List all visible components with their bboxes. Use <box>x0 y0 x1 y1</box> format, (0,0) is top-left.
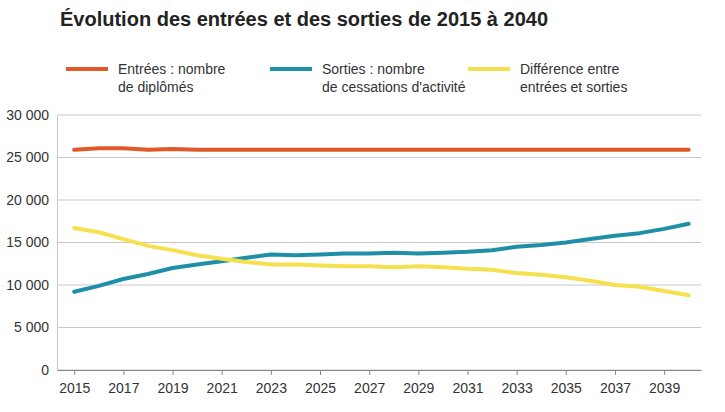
legend-swatch <box>270 67 312 71</box>
y-tick-label: 15 000 <box>6 234 49 250</box>
x-tick-label: 2023 <box>256 380 287 396</box>
y-tick-label: 5 000 <box>14 319 49 335</box>
legend-label-line: Sorties : nombre <box>322 61 425 77</box>
grid-line <box>57 327 701 328</box>
y-axis-line <box>57 116 58 371</box>
y-axis: 0 5 000 10 000 15 000 20 000 25 000 30 000 <box>6 107 57 378</box>
x-tick-mark <box>467 370 468 375</box>
x-tick-label: 2037 <box>600 380 631 396</box>
legend-item: Différence entre entrées et sorties <box>468 61 627 95</box>
x-tick-mark <box>615 370 616 375</box>
x-tick: 2023 <box>256 370 287 396</box>
plot: 0 5 000 10 000 15 000 20 000 25 000 30 000 2015… <box>6 107 701 396</box>
legend-label: Sorties : nombre de cessations d'activité <box>322 61 466 95</box>
title: Évolution des entrées et des sorties de … <box>60 8 548 30</box>
x-tick-mark <box>222 370 223 375</box>
x-tick-label: 2027 <box>354 380 385 396</box>
series-line <box>74 228 689 295</box>
y-tick: 30 000 <box>6 107 57 123</box>
x-tick-mark <box>173 370 174 375</box>
y-tick: 25 000 <box>6 149 57 165</box>
x-tick-label: 2033 <box>502 380 533 396</box>
x-tick-label: 2025 <box>305 380 336 396</box>
grid-line <box>57 157 701 158</box>
x-tick: 2019 <box>157 370 188 396</box>
y-tick-label: 0 <box>41 362 49 378</box>
legend: Entrées : nombre de diplômés Sorties : nom… <box>66 61 627 95</box>
x-tick-label: 2019 <box>157 380 188 396</box>
legend-swatch <box>66 67 108 71</box>
x-axis-line <box>58 370 702 371</box>
x-tick-mark <box>566 370 567 375</box>
lines <box>74 148 689 295</box>
x-axis: 2015 2017 2019 2021 2023 2025 2027 2029 2031 2033… <box>58 370 702 396</box>
x-tick-label: 2031 <box>452 380 483 396</box>
legend-label-line: de diplômés <box>118 79 194 95</box>
y-tick-label: 25 000 <box>6 149 49 165</box>
legend-item: Sorties : nombre de cessations d'activité <box>270 61 466 95</box>
x-tick: 2029 <box>403 370 434 396</box>
y-tick-label: 20 000 <box>6 192 49 208</box>
grid-line <box>57 370 701 371</box>
x-tick: 2025 <box>305 370 336 396</box>
x-tick: 2021 <box>207 370 238 396</box>
x-tick-mark <box>418 370 419 375</box>
x-tick-label: 2021 <box>207 380 238 396</box>
y-tick-label: 30 000 <box>6 107 49 123</box>
legend-swatch <box>468 67 510 71</box>
x-tick-mark <box>369 370 370 375</box>
series-line <box>74 148 689 150</box>
y-tick: 20 000 <box>6 192 57 208</box>
x-tick-label: 2035 <box>551 380 582 396</box>
x-tick-mark <box>320 370 321 375</box>
x-tick-label: 2029 <box>403 380 434 396</box>
x-tick: 2035 <box>551 370 582 396</box>
x-tick: 2017 <box>108 370 139 396</box>
x-tick: 2031 <box>452 370 483 396</box>
legend-label: Entrées : nombre de diplômés <box>118 61 226 95</box>
y-tick: 15 000 <box>6 234 57 250</box>
grid <box>57 115 701 370</box>
x-tick-mark <box>74 370 75 375</box>
x-tick: 2027 <box>354 370 385 396</box>
legend-label-line: de cessations d'activité <box>322 79 466 95</box>
y-tick-label: 10 000 <box>6 277 49 293</box>
grid-line <box>57 242 701 243</box>
legend-label-line: Entrées : nombre <box>118 61 226 77</box>
y-tick: 10 000 <box>6 277 57 293</box>
x-tick-mark <box>271 370 272 375</box>
x-tick-mark <box>517 370 518 375</box>
x-tick-mark <box>664 370 665 375</box>
x-tick: 2033 <box>502 370 533 396</box>
legend-label-line: entrées et sorties <box>520 79 627 95</box>
y-tick: 0 <box>41 362 57 378</box>
x-tick: 2039 <box>649 370 680 396</box>
x-tick: 2015 <box>59 370 90 396</box>
y-tick: 5 000 <box>14 319 57 335</box>
x-tick-label: 2017 <box>108 380 139 396</box>
x-tick-label: 2015 <box>59 380 90 396</box>
chart: Évolution des entrées et des sorties de … <box>0 0 725 412</box>
x-tick-label: 2039 <box>649 380 680 396</box>
legend-label: Différence entre entrées et sorties <box>520 61 627 95</box>
legend-item: Entrées : nombre de diplômés <box>66 61 226 95</box>
x-tick: 2037 <box>600 370 631 396</box>
legend-label-line: Différence entre <box>520 61 620 77</box>
x-tick-mark <box>123 370 124 375</box>
grid-line <box>57 200 701 201</box>
grid-line <box>57 115 701 116</box>
